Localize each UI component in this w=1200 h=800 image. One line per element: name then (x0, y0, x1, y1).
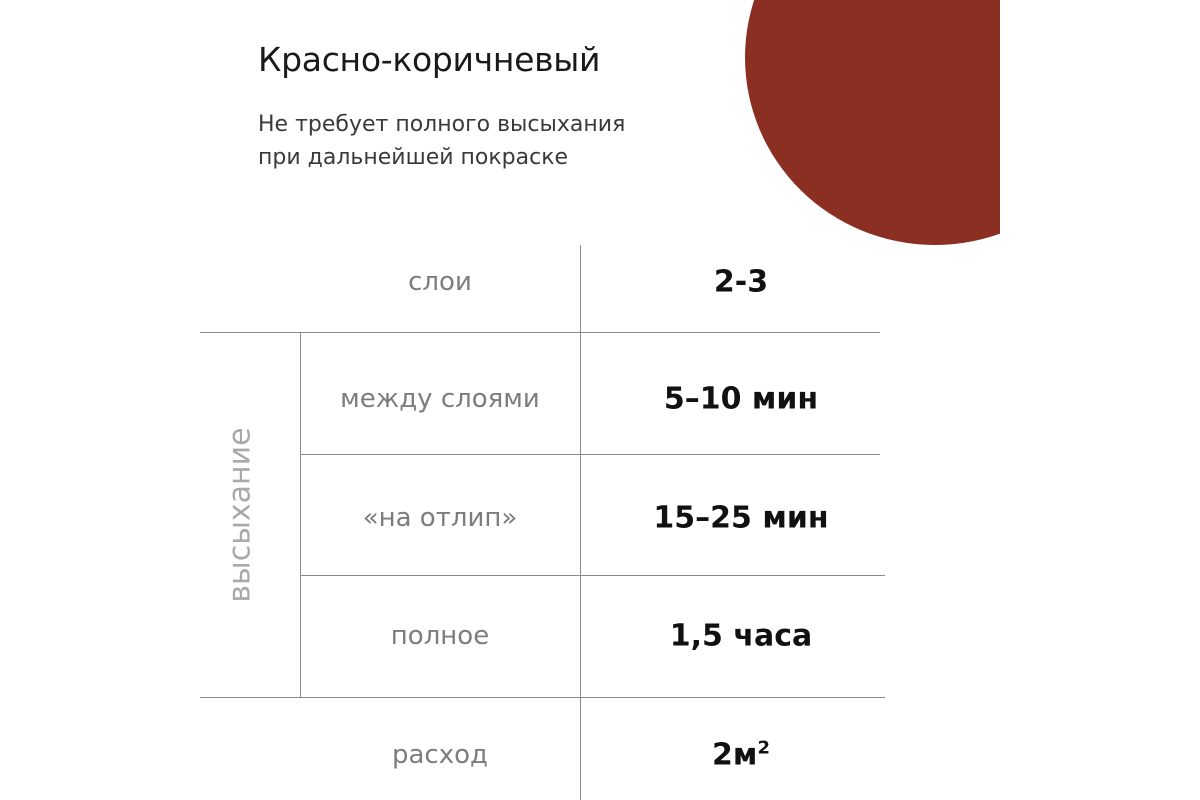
row-value-consumption: 2м2 (580, 738, 902, 773)
group-divider-vertical (300, 333, 301, 697)
table-divider-horizontal (200, 697, 885, 698)
row-label-full: полное (390, 621, 490, 651)
table-divider-vertical (580, 245, 581, 800)
consumption-value: 2м (712, 737, 758, 773)
subtitle-line: при дальнейшей покраске (258, 145, 569, 170)
row-label-tack-free: «на отлип» (362, 503, 518, 533)
row-value-tack-free: 15–25 мин (653, 500, 829, 536)
product-subtitle: Не требует полного высыхания при дальней… (258, 108, 625, 174)
table-divider-horizontal (300, 575, 885, 576)
row-value-between-layers: 5–10 мин (663, 381, 819, 417)
product-title: Красно-коричневый (258, 40, 601, 79)
table-divider-horizontal (200, 332, 880, 333)
row-label-layers: слои (408, 267, 472, 297)
table-divider-horizontal (300, 454, 880, 455)
subtitle-line: Не требует полного высыхания (258, 112, 626, 137)
product-card: Красно-коричневый Не требует полного выс… (200, 0, 1000, 800)
color-swatch (745, 0, 1000, 245)
row-value-layers: 2-3 (713, 264, 769, 300)
row-value-full: 1,5 часа (669, 618, 813, 654)
row-label-between-layers: между слоями (340, 384, 540, 414)
consumption-unit-exponent: 2 (757, 737, 770, 759)
row-label-consumption: расход (391, 740, 488, 770)
drying-group-label: высыхание (222, 427, 258, 603)
